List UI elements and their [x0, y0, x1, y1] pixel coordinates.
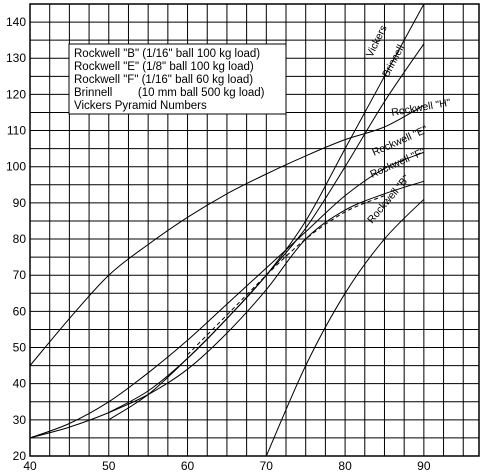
plot-frame — [29, 3, 480, 457]
curve-label: Rockwell "H" — [390, 97, 451, 119]
y-tick-label: 100 — [6, 160, 26, 174]
curve-label: Vickers — [364, 23, 390, 59]
curve-labels: Rockwell "H"Rockwell "E"Rockwell "F"Rock… — [364, 23, 452, 226]
tick-labels: 40 50 60 70 80 90 20 30 40 50 60 70 80 90 100 110 120 130… — [6, 15, 431, 473]
series-line-rockwell-b — [265, 198, 425, 456]
legend-entry: Rockwell "E" (1/8" ball 100 kg load) — [74, 61, 254, 73]
y-tick-label: 20 — [13, 449, 27, 463]
curves — [30, 4, 425, 456]
legend-entry: Rockwell "B" (1/16" ball 100 kg load) — [74, 48, 260, 60]
series-line-brinnell — [108, 43, 425, 414]
series-line-vickers — [108, 4, 425, 421]
legend: Rockwell "B" (1/16" ball 100 kg load)Roc… — [68, 43, 287, 115]
x-tick-label: 80 — [338, 459, 352, 473]
series-line-rockwell-e — [30, 151, 425, 439]
y-tick-label: 110 — [7, 124, 26, 138]
legend-entry: Brinnell (10 mm ball 500 kg load) — [74, 87, 265, 99]
y-tick-label: 130 — [6, 51, 26, 65]
legend-entry: Vickers Pyramid Numbers — [74, 100, 207, 112]
y-tick-label: 120 — [6, 87, 26, 101]
y-tick-label: 30 — [13, 413, 27, 427]
series-line-dashed-reference — [187, 195, 385, 356]
y-tick-label: 40 — [13, 377, 27, 391]
x-tick-label: 60 — [181, 459, 195, 473]
legend-box — [68, 43, 287, 115]
x-tick-label: 70 — [260, 459, 274, 473]
legend-entry: Rockwell "F" (1/16" ball 60 kg load) — [74, 74, 253, 86]
x-tick-label: 40 — [23, 459, 37, 473]
series-line-rockwell-h — [30, 104, 425, 366]
y-tick-label: 90 — [13, 196, 27, 210]
series-line-rockwell-f — [30, 180, 425, 439]
x-tick-label: 90 — [417, 459, 431, 473]
y-tick-label: 60 — [13, 304, 27, 318]
y-tick-label: 70 — [13, 268, 27, 282]
x-tick-label: 50 — [102, 459, 116, 473]
y-tick-label: 80 — [13, 232, 27, 246]
y-tick-label: 50 — [13, 341, 27, 355]
y-tick-label: 140 — [6, 15, 26, 29]
